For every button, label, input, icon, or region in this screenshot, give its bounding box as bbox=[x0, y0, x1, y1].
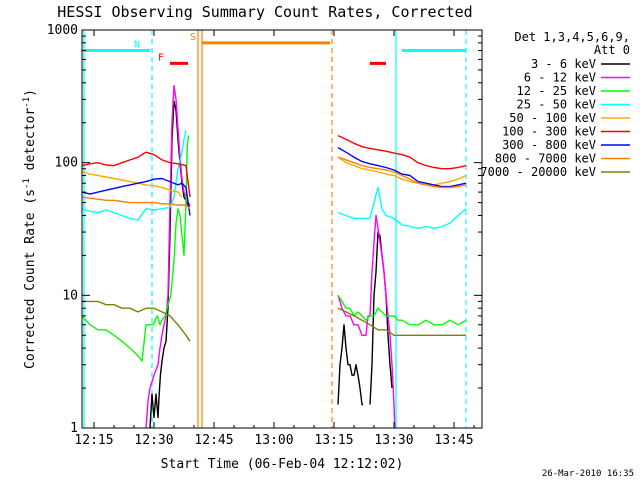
legend-label-0: 3 - 6 keV bbox=[531, 57, 596, 71]
series-line-7-0 bbox=[81, 196, 191, 210]
y-tick-label-0: 1 bbox=[70, 421, 78, 436]
legend-label-3: 25 - 50 keV bbox=[517, 98, 596, 112]
x-tick-label-2: 12:45 bbox=[194, 433, 233, 448]
y-axis: 1 10 100 1000 bbox=[47, 23, 482, 436]
footer-timestamp: 26-Mar-2010 16:35 bbox=[542, 469, 634, 479]
x-tick-label-5: 13:30 bbox=[374, 433, 413, 448]
legend-header-line-1: Det 1,3,4,5,6,9, bbox=[514, 30, 630, 44]
y-axis-title-sup2: -1 bbox=[22, 97, 32, 108]
legend-label-7: 800 - 7000 keV bbox=[495, 152, 596, 166]
y-tick-label-3: 1000 bbox=[47, 23, 78, 38]
chart-title: HESSI Observing Summary Count Rates, Cor… bbox=[57, 3, 472, 21]
legend-label-4: 50 - 100 keV bbox=[509, 111, 596, 125]
series-line-6-1 bbox=[337, 146, 467, 188]
y-axis-title: Corrected Count Rate (s-1 detector-1) bbox=[22, 89, 38, 369]
legend-label-2: 12 - 25 keV bbox=[517, 84, 596, 98]
series-line-3-0 bbox=[81, 130, 187, 221]
series-line-5-0 bbox=[81, 151, 191, 198]
x-tick-label-6: 13:45 bbox=[434, 433, 473, 448]
legend-label-6: 300 - 800 keV bbox=[502, 138, 596, 152]
series-line-6-0 bbox=[81, 177, 191, 216]
y-axis-title-main: Corrected Count Rate (s bbox=[23, 189, 38, 369]
series-line-2-0 bbox=[81, 135, 190, 362]
y-tick-label-2: 100 bbox=[55, 156, 78, 171]
legend-label-5: 100 - 300 keV bbox=[502, 125, 596, 139]
flag-label-3: S bbox=[190, 32, 196, 43]
y-axis-title-mid: detector bbox=[23, 108, 38, 179]
x-tick-label-0: 12:15 bbox=[74, 433, 113, 448]
series-line-7-1 bbox=[337, 156, 467, 189]
flag-label-2: F bbox=[158, 52, 164, 63]
flag-label-1: N bbox=[134, 40, 140, 51]
series-line-3-1 bbox=[337, 186, 467, 230]
x-axis: 12:15 12:30 12:45 13:00 13:15 13:30 13:45 bbox=[74, 30, 475, 448]
series-line-5-1 bbox=[337, 134, 467, 170]
series-line-8-0 bbox=[82, 300, 191, 342]
legend-label-1: 6 - 12 keV bbox=[524, 71, 596, 85]
y-axis-title-end: ) bbox=[23, 89, 38, 97]
x-tick-label-3: 13:00 bbox=[254, 433, 293, 448]
x-tick-label-4: 13:15 bbox=[314, 433, 353, 448]
legend-label-8: 7000 - 20000 keV bbox=[480, 165, 596, 179]
series-line-8-1 bbox=[337, 307, 466, 336]
y-axis-title-sup1: -1 bbox=[22, 178, 32, 189]
series-line-4-1 bbox=[337, 156, 467, 186]
series-line-4-0 bbox=[81, 171, 183, 198]
x-axis-title: Start Time (06-Feb-04 12:12:02) bbox=[161, 457, 404, 472]
plot-area: N F S bbox=[81, 30, 467, 429]
series-line-1-0 bbox=[145, 84, 191, 429]
y-tick-label-1: 10 bbox=[62, 288, 78, 303]
legend-header-line-2: Att 0 bbox=[594, 43, 630, 57]
x-tick-label-1: 12:30 bbox=[134, 433, 173, 448]
series-line-0-1 bbox=[337, 324, 364, 406]
plot-frame bbox=[81, 29, 483, 429]
